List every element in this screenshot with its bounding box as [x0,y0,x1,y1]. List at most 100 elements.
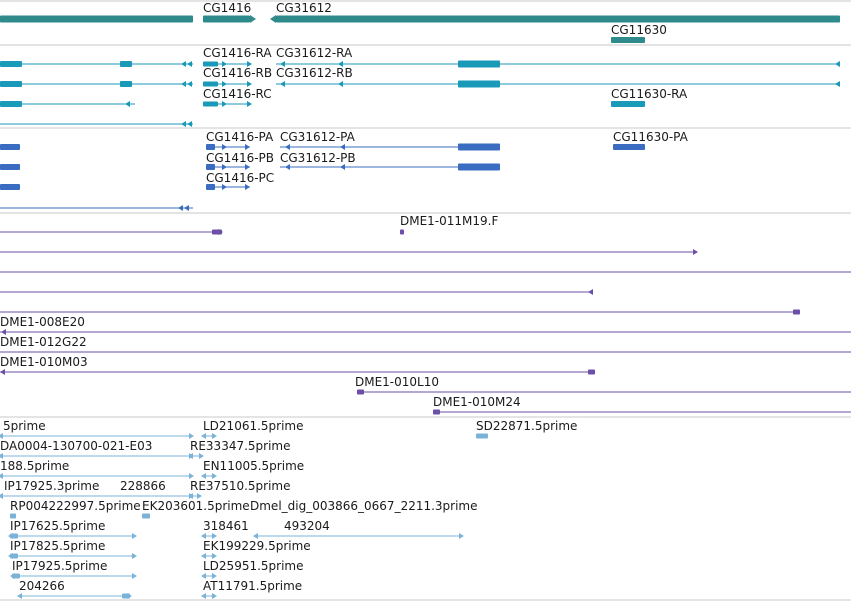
protein-label[interactable]: CG11630-PA [613,130,688,144]
transcript-label[interactable]: CG31612-RA [276,46,353,60]
est-label[interactable]: 204266 [19,579,65,593]
strand-arrow-right [189,433,194,439]
est-label[interactable]: IP17825.5prime [10,539,106,553]
feature-exon-block [476,433,488,439]
strand-arrow-left [181,81,186,87]
transcript-label[interactable]: CG1416-RA [203,46,272,60]
strand-arrow-left [0,369,5,375]
est-label[interactable]: IP17925.5prime [12,559,108,573]
strand-arrow-left [178,205,183,211]
est-label[interactable]: LD25951.5prime [203,559,304,573]
gene-label[interactable]: CG31612 [276,1,332,15]
feature-exon-block [122,593,130,599]
feature-exon-block [458,143,500,151]
strand-arrow-left [0,493,3,499]
feature-exon-block [0,61,22,67]
feature-exon-block [0,184,20,190]
feature-exon-block [0,101,22,107]
strand-arrow-right [132,573,137,579]
est-label[interactable]: 188.5prime [0,459,70,473]
protein-label[interactable]: CG1416-PA [206,130,274,144]
strand-arrow-right [245,164,250,170]
feature-exon-block [206,164,215,170]
est-label[interactable]: LD21061.5prime [203,419,304,433]
feature-exon-block [120,81,132,87]
feature-exon-block [0,15,193,23]
strand-arrow-right [250,15,256,23]
feature-exon-block [458,80,500,88]
est-label[interactable]: EK199229.5prime [203,539,311,553]
strand-arrow-right [222,144,227,150]
feature-exon-block [142,513,150,519]
clone-label[interactable]: DME1-010L10 [355,375,439,389]
est-label[interactable]: IP17925.3prime [4,479,100,493]
strand-arrow-left [285,164,290,170]
protein-label[interactable]: CG1416-PB [206,151,275,165]
clone-label[interactable]: DME1-010M03 [0,355,88,369]
strand-arrow-left [125,101,130,107]
feature-exon-block [611,101,645,107]
strand-arrow-right [199,453,204,459]
clone-label[interactable]: DME1-011M19.F [400,214,499,228]
feature-exon-block [433,409,440,415]
est-label[interactable]: SD22871.5prime [476,419,578,433]
strand-arrow-left [0,433,3,439]
est-label[interactable]: AT11791.5prime [203,579,303,593]
strand-arrow-left [188,493,193,499]
est-label[interactable]: RP004222997.5prime [10,499,141,513]
feature-exon-block [203,81,218,87]
clone-label[interactable]: DME1-012G22 [0,335,87,349]
est-label[interactable]: RE33347.5prime [190,439,291,453]
transcript-label[interactable]: CG11630-RA [611,87,688,101]
strand-arrow-right [132,533,137,539]
est-label[interactable]: 318461 [203,519,249,533]
gene-label[interactable]: CG1416 [203,1,252,15]
feature-exon-block [206,144,215,150]
transcript-label[interactable]: CG1416-RB [203,66,273,80]
strand-arrow-left [340,164,345,170]
strand-arrow-left [201,593,206,599]
strand-arrow-left [184,205,189,211]
strand-arrow-right [212,593,217,599]
strand-arrow-right [218,229,223,235]
strand-arrow-right [212,573,217,579]
est-label[interactable]: Dmel_dig_003866_0667_2211.3prime [250,499,478,513]
transcript-label[interactable]: CG1416-RC [203,87,272,101]
clone-label[interactable]: DME1-008E20 [0,315,85,329]
strand-arrow-left [201,553,206,559]
feature-exon-block [458,163,500,171]
gene-label[interactable]: CG11630 [611,23,667,37]
strand-arrow-left [181,61,186,67]
strand-arrow-left [270,15,276,23]
est-label[interactable]: IP17625.5prime [10,519,106,533]
strand-arrow-left [187,81,192,87]
strand-arrow-left [201,473,206,479]
feature-exon-block [120,61,132,67]
est-label[interactable]: 228866 [120,479,166,493]
feature-exon-block [203,15,250,23]
strand-arrow-left [201,573,206,579]
strand-arrow-right [247,101,252,107]
est-label[interactable]: RE37510.5prime [190,479,291,493]
feature-exon-block [206,184,215,190]
strand-arrow-left [280,81,285,87]
protein-label[interactable]: CG1416-PC [206,171,275,185]
clone-label[interactable]: DME1-010M24 [433,395,521,409]
strand-arrow-left [285,144,290,150]
protein-label[interactable]: CG31612-PA [280,130,355,144]
strand-arrow-left [188,453,193,459]
est-label[interactable]: EK203601.5prime [142,499,250,513]
est-label[interactable]: 493204 [284,519,330,533]
transcript-label[interactable]: CG31612-RB [276,66,353,80]
protein-label[interactable]: CG31612-PB [280,151,356,165]
strand-arrow-right [222,101,227,107]
est-label[interactable]: DA0004-130700-021-E03 [0,439,153,453]
est-label[interactable]: 5prime [3,419,46,433]
strand-arrow-right [212,433,217,439]
strand-arrow-left [181,121,186,127]
strand-arrow-left [1,329,6,335]
feature-exon-block [588,369,595,375]
est-label[interactable]: EN11005.5prime [203,459,305,473]
